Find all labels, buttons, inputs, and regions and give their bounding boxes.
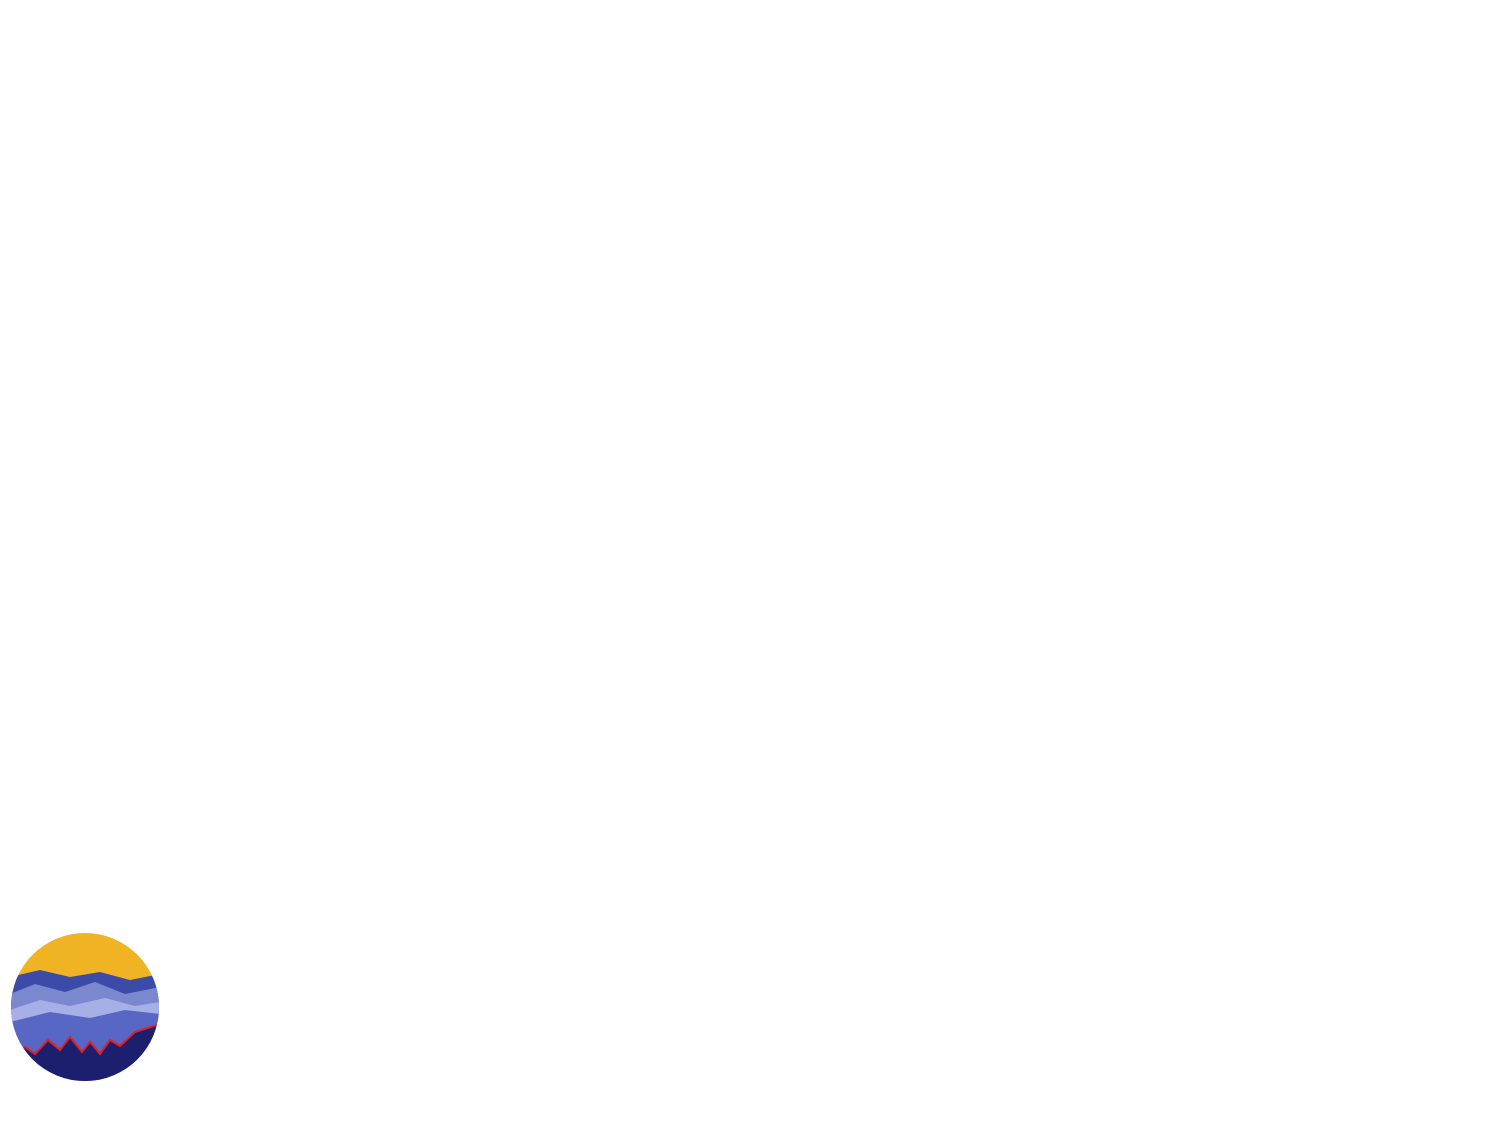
legend-line-mjo: [1088, 966, 1158, 969]
legend-line-kelvin: [1313, 966, 1383, 969]
ncics-logo: [11, 933, 159, 1081]
legend-line-er: [1313, 1006, 1383, 1009]
colorbar: [229, 939, 833, 963]
legend-line-low: [1088, 1006, 1158, 1009]
